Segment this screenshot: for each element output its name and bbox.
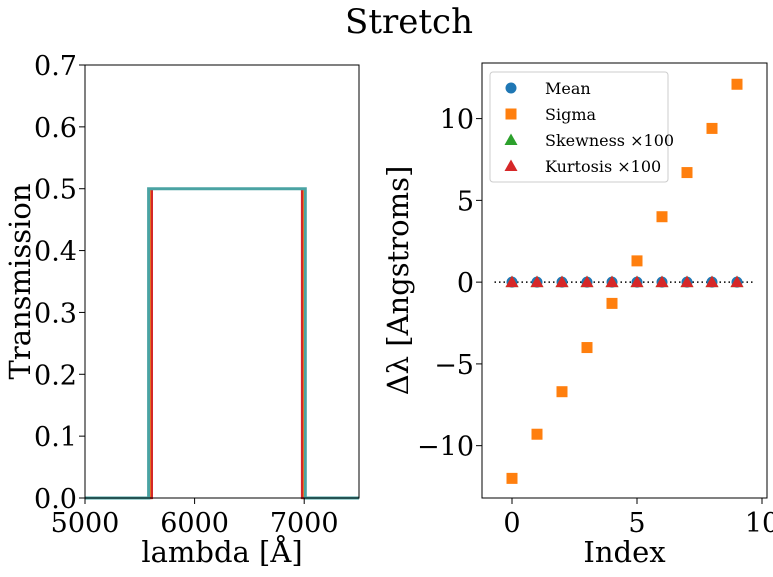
point-square-1 [606, 297, 618, 309]
left-y-tick-label: 0.1 [34, 422, 77, 453]
scatter-markers [505, 78, 744, 484]
legend-marker-1 [505, 108, 517, 120]
left-y-tick-label: 0.3 [34, 298, 77, 329]
right-y-tick-label: −10 [417, 432, 474, 463]
figure-title: Stretch [345, 2, 473, 42]
right-x-tick-label: 0 [503, 508, 520, 539]
left-y-tick-label: 0.6 [34, 113, 77, 144]
point-square-1 [731, 78, 743, 90]
right-axes-frame [481, 62, 768, 499]
right-axis-ticks: 0 5 10 −10 −5 0 5 10 [417, 105, 773, 539]
left-x-tick-label: 6000 [160, 508, 229, 539]
legend: Mean Sigma Skewness ×100 Kurtosis ×100 [489, 71, 674, 183]
transmission-panel: 5000 6000 7000 0.0 0.1 0.2 0.3 0.4 0.5 0.6 0.7 lam… [3, 51, 360, 569]
point-triangle-3 [680, 275, 694, 288]
left-x-tick-label: 7000 [270, 508, 339, 539]
left-y-tick-label: 0.5 [34, 175, 77, 206]
right-y-tick-label: 5 [457, 186, 474, 217]
left-axes-frame [84, 64, 360, 499]
legend-label-3: Kurtosis ×100 [545, 157, 661, 176]
point-square-1 [581, 342, 593, 354]
delta-lambda-panel: 0 5 10 −10 −5 0 5 10 Index Δλ [Angstroms] Mean S… [381, 62, 773, 569]
right-x-tick-label: 5 [628, 508, 645, 539]
left-axis-ticks: 5000 6000 7000 0.0 0.1 0.2 0.3 0.4 0.5 0.6 0.7 [34, 51, 339, 539]
legend-label-1: Sigma [545, 105, 596, 124]
right-y-tick-label: −5 [434, 350, 474, 381]
transmission-curve-3 [85, 187, 359, 500]
point-square-1 [681, 167, 693, 179]
point-triangle-3 [530, 275, 544, 288]
point-square-1 [631, 255, 643, 267]
legend-marker-2 [504, 133, 518, 145]
left-x-tick-label: 5000 [51, 508, 120, 539]
point-triangle-3 [655, 275, 669, 288]
point-triangle-3 [705, 275, 719, 288]
right-x-tick-label: 10 [745, 508, 773, 539]
point-triangle-3 [505, 275, 519, 288]
point-triangle-3 [580, 275, 594, 288]
legend-label-2: Skewness ×100 [545, 131, 674, 150]
right-x-axis-label: Index [583, 535, 665, 569]
left-y-tick-label: 0.7 [34, 51, 77, 82]
point-square-1 [556, 386, 568, 398]
left-y-axis-label: Transmission [3, 183, 37, 379]
legend-label-0: Mean [545, 79, 591, 98]
legend-marker-3 [504, 159, 518, 171]
point-triangle-3 [605, 275, 619, 288]
point-square-1 [656, 211, 668, 223]
left-y-tick-label: 0.0 [34, 484, 77, 515]
left-y-tick-label: 0.4 [34, 237, 77, 268]
point-triangle-3 [555, 275, 569, 288]
legend-marker-0 [505, 82, 517, 94]
point-square-1 [706, 122, 718, 134]
left-x-axis-label: lambda [Å] [141, 534, 302, 569]
transmission-curve-2 [85, 187, 359, 500]
right-y-tick-label: 10 [440, 105, 474, 136]
transmission-curve-1 [85, 187, 359, 500]
left-y-tick-label: 0.2 [34, 360, 77, 391]
point-square-1 [506, 472, 518, 484]
point-square-1 [531, 428, 543, 440]
point-triangle-3 [730, 275, 744, 288]
point-triangle-3 [630, 275, 644, 288]
right-y-tick-label: 0 [457, 268, 474, 299]
right-y-axis-label: Δλ [Angstroms] [381, 166, 415, 396]
transmission-curve-0 [85, 187, 359, 500]
transmission-curves [85, 187, 359, 500]
legend-box [489, 71, 669, 183]
